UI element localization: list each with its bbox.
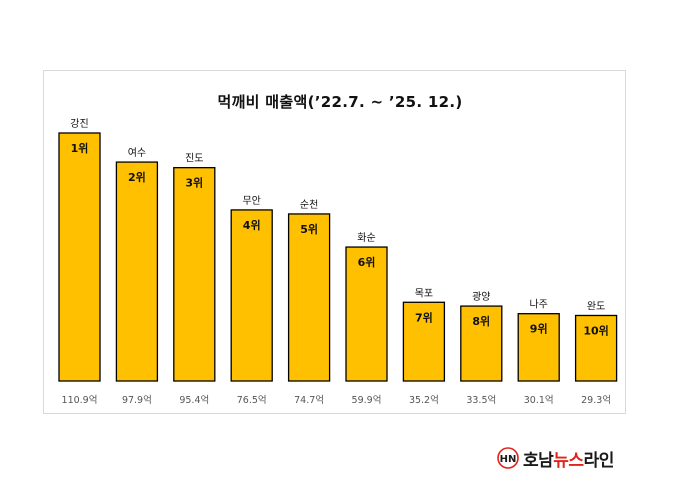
- value-label-1: 110.9억: [62, 394, 98, 406]
- bar-6: [345, 246, 388, 382]
- bar-2: [115, 161, 159, 382]
- rank-label-2: 2위: [128, 171, 146, 184]
- value-label-8: 33.5억: [466, 394, 496, 406]
- bar-7: [402, 301, 446, 382]
- category-label-4: 무안: [242, 195, 260, 207]
- value-label-3: 95.4억: [179, 394, 209, 406]
- logo-text-part2: 뉴스: [553, 450, 584, 471]
- category-label-8: 광양: [472, 291, 490, 303]
- bar-4: [230, 209, 273, 382]
- value-label-9: 30.1억: [524, 394, 554, 406]
- logo-text-part1: 호남: [523, 450, 554, 471]
- bar-9: [517, 313, 560, 382]
- bar-1: [58, 132, 101, 382]
- value-label-6: 59.9억: [352, 394, 382, 406]
- rank-label-4: 4위: [243, 219, 261, 232]
- logo-mark-text: HN: [500, 454, 517, 465]
- brand-logo: HN 호남뉴스라인: [497, 446, 614, 471]
- category-label-3: 진도: [185, 153, 203, 165]
- rank-label-9: 9위: [530, 323, 548, 336]
- value-label-10: 29.3억: [581, 394, 611, 406]
- bar-8: [460, 305, 503, 382]
- value-label-4: 76.5억: [237, 394, 267, 406]
- bar-10: [574, 314, 618, 382]
- logo-text-part3: 라인: [583, 450, 615, 471]
- category-label-5: 순천: [300, 199, 318, 211]
- logo-mark-icon: HN: [497, 447, 519, 469]
- rank-label-1: 1위: [71, 142, 89, 155]
- value-label-5: 74.7억: [294, 394, 324, 406]
- rank-label-7: 7위: [415, 311, 433, 324]
- rank-label-8: 8위: [472, 315, 490, 328]
- rank-label-10: 10위: [583, 324, 608, 337]
- category-label-10: 완도: [587, 300, 605, 312]
- category-label-1: 강진: [70, 118, 88, 130]
- chart-title: 먹깨비 매출액(’22.7. ~ ’25. 12.): [217, 93, 463, 111]
- value-label-2: 97.9억: [122, 394, 152, 406]
- category-label-6: 화순: [357, 232, 375, 244]
- bar-3: [173, 167, 216, 382]
- value-label-7: 35.2억: [409, 394, 439, 406]
- category-label-9: 나주: [529, 299, 547, 311]
- category-label-2: 여수: [128, 147, 146, 159]
- rank-label-6: 6위: [358, 256, 376, 269]
- logo-text: 호남뉴스라인: [523, 446, 614, 471]
- rank-label-5: 5위: [300, 223, 318, 236]
- category-label-7: 목포: [415, 287, 433, 299]
- bar-5: [287, 213, 331, 382]
- rank-label-3: 3위: [185, 177, 203, 190]
